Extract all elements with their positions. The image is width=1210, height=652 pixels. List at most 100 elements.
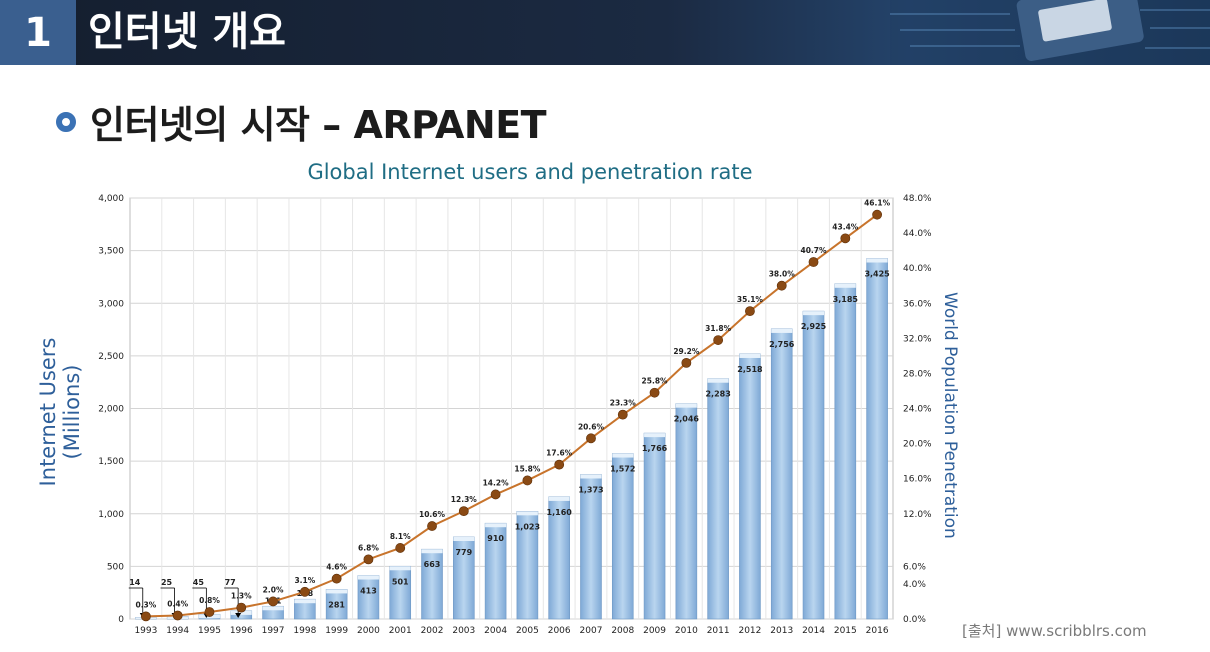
x-tick-label: 2013	[770, 626, 793, 636]
line-value-label: 6.8%	[358, 543, 379, 552]
bar-value-label: 2,046	[674, 415, 700, 424]
line-value-label: 0.4%	[167, 599, 188, 608]
bar	[739, 353, 761, 620]
line-marker	[363, 554, 374, 565]
x-tick-label: 2014	[802, 626, 825, 636]
bar-cap	[453, 537, 475, 542]
bar	[802, 310, 825, 620]
bar-value-label: 3,425	[864, 270, 890, 279]
bar-value-label: 1,373	[578, 485, 603, 494]
line-marker	[490, 489, 501, 500]
x-tick-label: 1993	[134, 626, 157, 636]
x-tick-label: 2015	[834, 626, 857, 636]
line-marker	[586, 433, 596, 444]
bar	[834, 283, 857, 620]
penetration-line	[145, 213, 878, 618]
line-marker	[140, 611, 151, 622]
bar	[770, 328, 793, 620]
chart-title: Global Internet users and penetration ra…	[307, 160, 753, 184]
y-axis-label-right: World Population Penetration	[940, 292, 960, 539]
line-value-label: 4.6%	[326, 563, 347, 572]
bar-cap	[294, 599, 316, 604]
x-tick-label: 2005	[516, 626, 539, 636]
bar	[389, 565, 412, 620]
y-tick-label: 1,000	[98, 510, 124, 520]
x-tick-label: 1994	[166, 626, 189, 636]
line-marker	[649, 387, 660, 398]
bar-cap	[771, 328, 793, 333]
y2-tick-label: 28.0%	[903, 369, 932, 379]
y-tick-label: 1,500	[98, 457, 124, 467]
bar-cap	[644, 433, 666, 438]
line-marker	[808, 257, 819, 267]
y2-tick-label: 48.0%	[903, 194, 932, 204]
bar-cap	[548, 496, 570, 501]
line-value-label: 12.3%	[451, 495, 478, 504]
y2-tick-label: 20.0%	[903, 440, 932, 450]
x-tick-label: 2016	[866, 626, 889, 636]
x-tick-label: 1997	[262, 626, 285, 636]
x-tick-label: 2001	[389, 626, 412, 636]
line-value-label: 35.1%	[737, 295, 764, 304]
bar-value-label: 3,185	[833, 295, 859, 304]
line-marker	[745, 306, 755, 317]
line-value-label: 14.2%	[483, 478, 510, 487]
line-marker	[713, 335, 724, 345]
section-title: 인터넷 개요	[88, 9, 286, 55]
bar	[643, 432, 666, 620]
bar-value-label: 413	[360, 587, 377, 596]
line-value-label: 8.1%	[390, 532, 411, 541]
bar	[866, 258, 888, 620]
bar-cap	[707, 378, 729, 383]
y2-tick-label: 32.0%	[903, 334, 932, 344]
line-value-label: 3.1%	[294, 576, 315, 585]
x-tick-label: 2007	[580, 626, 603, 636]
bar-value-label: 2,925	[801, 322, 827, 331]
x-tick-label: 2000	[357, 626, 380, 636]
line-value-label: 10.6%	[419, 510, 446, 519]
bar-cap	[866, 258, 888, 263]
x-tick-label: 2006	[548, 626, 571, 636]
line-marker	[331, 573, 342, 584]
y-tick-label: 4,000	[98, 194, 124, 204]
bar-cap	[675, 403, 697, 408]
line-marker	[872, 209, 883, 220]
subtitle-text: 인터넷의 시작 – ARPANET	[90, 103, 547, 147]
x-tick-label: 2011	[707, 626, 730, 636]
bar-value-label: 663	[424, 560, 441, 569]
bar-cap	[421, 549, 443, 554]
line-value-label: 0.3%	[135, 600, 156, 609]
y-tick-label: 3,000	[98, 299, 124, 309]
bar-value-label: 2,518	[737, 365, 763, 374]
x-tick-label: 1996	[230, 626, 253, 636]
y2-tick-label: 36.0%	[903, 299, 932, 309]
y2-tick-label: 12.0%	[903, 510, 932, 520]
bar-cap	[580, 474, 602, 479]
bar	[357, 575, 380, 620]
y-tick-label: 3,500	[98, 247, 124, 257]
bar-value-label: 2,283	[705, 390, 730, 399]
bar-cap	[485, 523, 507, 528]
bar-cap	[389, 566, 411, 571]
line-marker	[840, 233, 851, 244]
line-marker	[681, 357, 692, 368]
y2-tick-label: 44.0%	[903, 229, 932, 239]
bar-value-label: 25	[161, 578, 173, 587]
bar-value-label: 1,023	[515, 522, 540, 531]
y2-tick-label: 40.0%	[903, 264, 932, 274]
bar-value-label: 14	[129, 578, 141, 587]
bar-value-label: 1,766	[642, 444, 668, 453]
x-tick-label: 2003	[452, 626, 475, 636]
line-value-label: 15.8%	[514, 464, 541, 473]
bar-cap	[834, 283, 856, 288]
x-tick-label: 1999	[325, 626, 348, 636]
line-value-label: 40.7%	[801, 246, 828, 255]
bar-value-label: 45	[193, 578, 205, 587]
bar	[580, 474, 602, 620]
y2-tick-label: 0.0%	[903, 615, 926, 625]
line-value-label: 1.3%	[231, 592, 252, 601]
line-value-label: 31.8%	[705, 324, 732, 333]
line-marker	[458, 506, 469, 517]
y2-tick-label: 24.0%	[903, 405, 932, 415]
line-value-label: 23.3%	[610, 399, 637, 408]
